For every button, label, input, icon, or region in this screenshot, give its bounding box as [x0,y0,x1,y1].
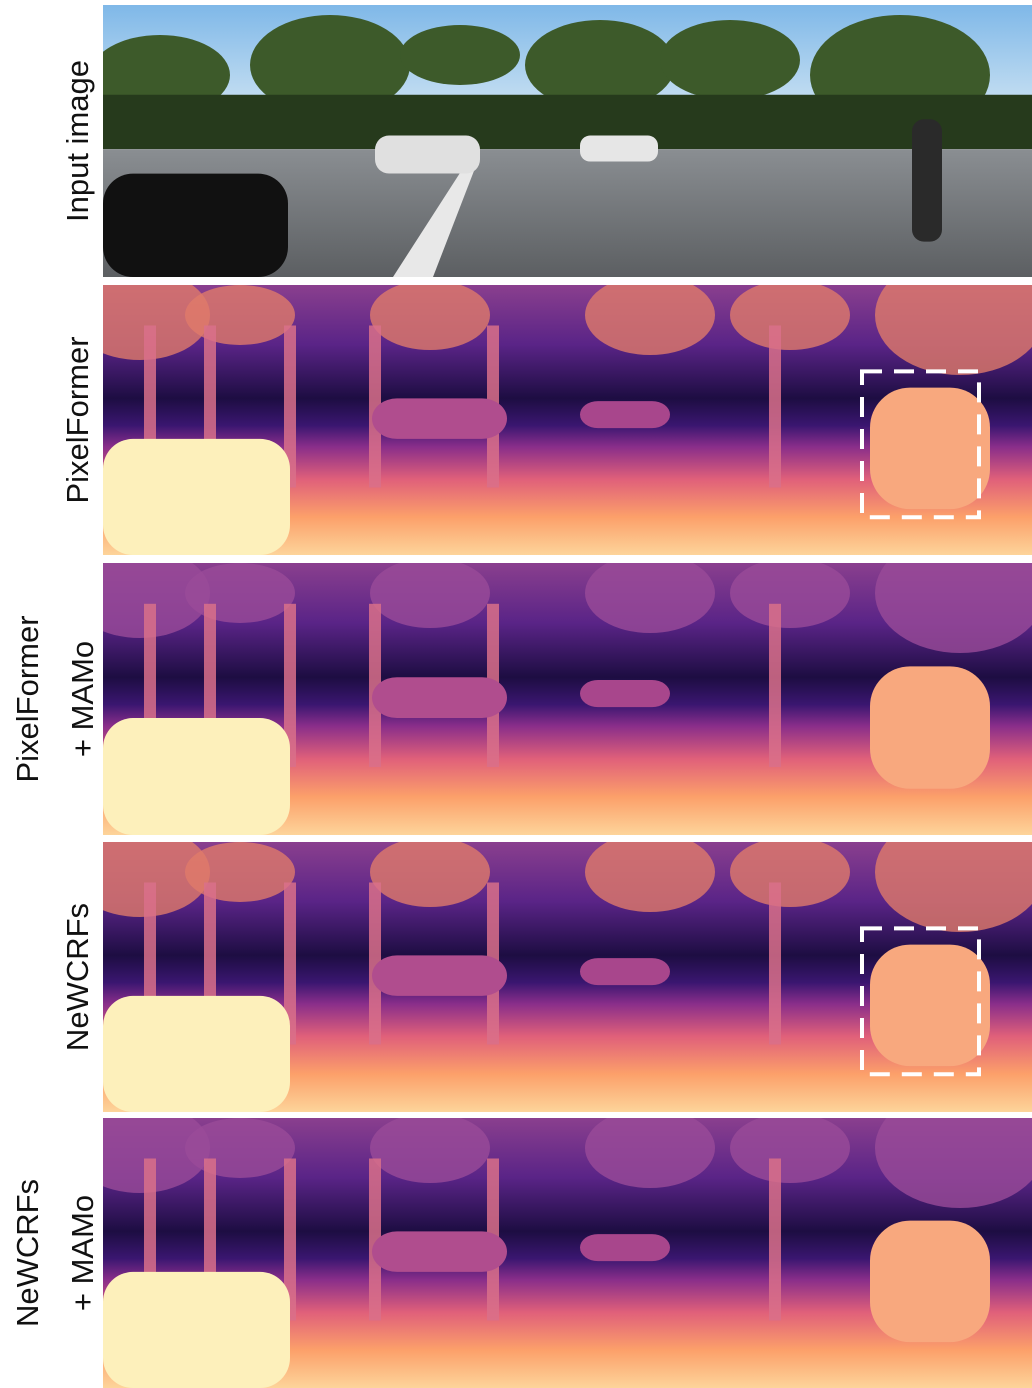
car [103,174,288,277]
depth-panel [70,812,1032,1112]
tree-blob [730,837,850,907]
car-near [103,718,290,835]
car-near [103,1272,290,1388]
row-label: PixelFormer [60,336,95,503]
car-depth [580,1234,670,1261]
tree-blob [585,832,715,912]
car-depth [372,1231,507,1272]
car-depth [580,958,670,985]
tree-blob [185,563,295,623]
tree [660,20,800,100]
car-near [103,996,290,1112]
row-label: Input image [60,60,95,222]
tree-blob [730,280,850,350]
row-label: PixelFormer [10,615,45,782]
tree-blob [370,1113,490,1183]
row: NeWCRFs + MAMo [10,1088,1032,1388]
person-depth [870,1221,990,1343]
tree-blob [730,1113,850,1183]
car-depth [580,401,670,428]
car-depth [372,955,507,996]
person-depth [870,388,990,510]
row: PixelFormer [60,255,1032,555]
tree-blob [370,837,490,907]
person [912,119,942,241]
car-depth [580,680,670,707]
tree-blob [185,285,295,345]
tree-blob [370,280,490,350]
tree-blob [185,842,295,902]
car-depth [372,398,507,439]
hedge [103,95,1032,149]
person-depth [870,666,990,788]
tree-blob [585,553,715,633]
person-depth [870,945,990,1067]
car [580,136,658,162]
depth-panel [70,255,1032,555]
row: PixelFormer + MAMo [10,533,1032,835]
row: NeWCRFs [60,812,1032,1112]
pole [769,604,781,767]
input-image [90,5,1032,277]
pole [769,1159,781,1321]
tree-blob [585,275,715,355]
depth-panel [70,1088,1032,1388]
row-label: NeWCRFs [10,1179,45,1327]
row-label: NeWCRFs [60,903,95,1051]
depth-panel [70,533,1032,835]
tree-blob [730,558,850,628]
tree-blob [185,1118,295,1178]
car-near [103,439,290,555]
car-depth [372,677,507,718]
tree-blob [370,558,490,628]
tree-blob [585,1108,715,1188]
pole [769,883,781,1045]
row-label: + MAMo [65,641,100,757]
pole [769,326,781,488]
row-label: + MAMo [65,1195,100,1311]
figure: Input imagePixelFormerPixelFormer+ MAMoN… [0,0,1032,1388]
row: Input image [60,5,1032,277]
tree [400,25,520,85]
car [375,136,480,174]
